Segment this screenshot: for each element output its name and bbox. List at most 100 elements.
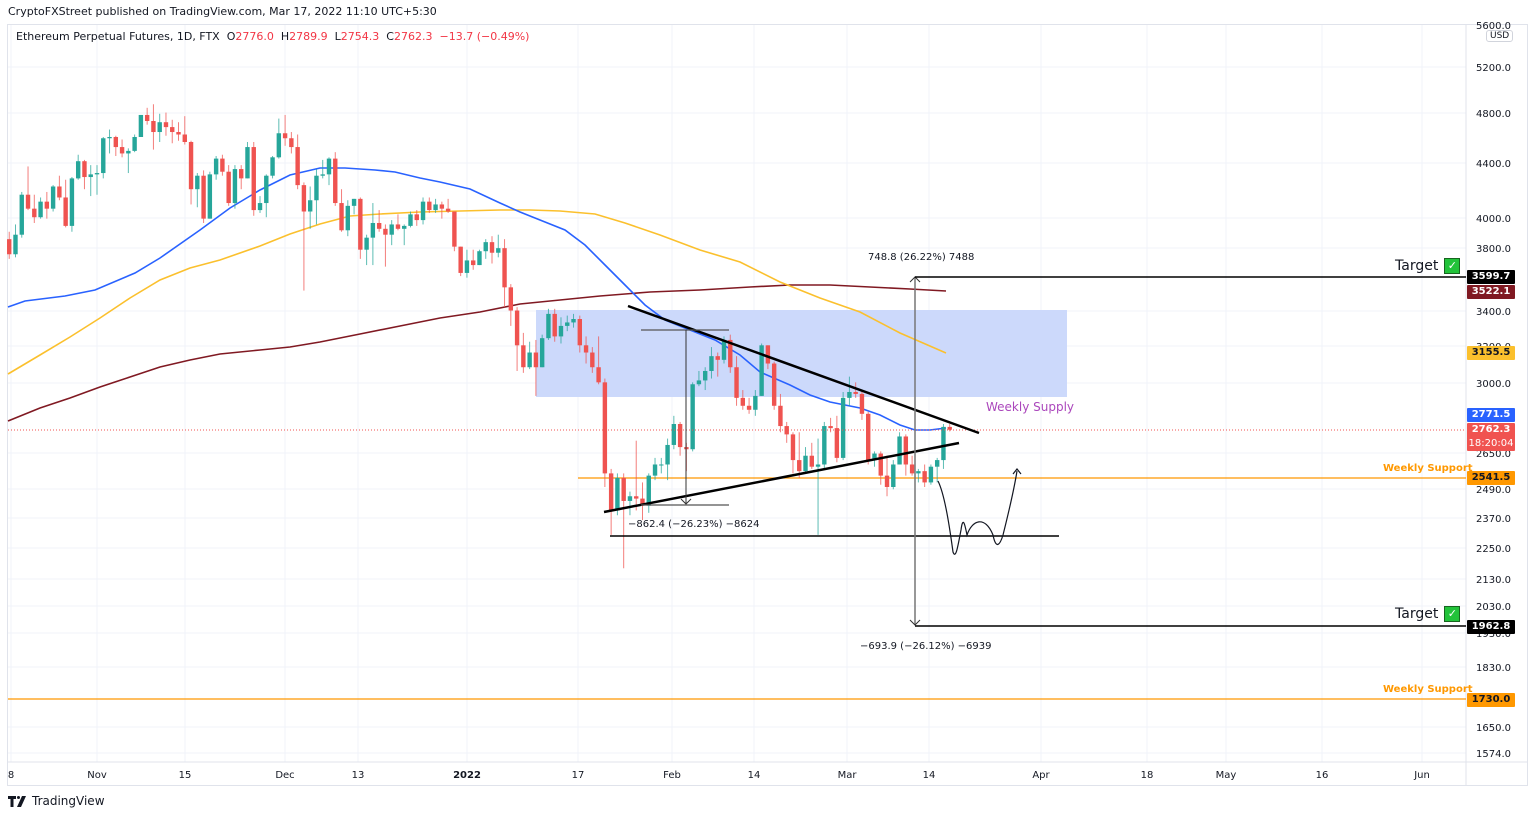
candle	[439, 201, 445, 219]
check-icon: ✓	[1444, 606, 1461, 622]
price-tick: 2130.0	[1476, 575, 1511, 586]
candle	[345, 200, 350, 237]
descending-trendline	[627, 304, 980, 435]
candle	[351, 198, 357, 215]
candle	[702, 367, 708, 391]
candle	[326, 157, 332, 186]
candle	[75, 154, 81, 180]
time-tick: 14	[748, 770, 761, 781]
candle	[922, 464, 927, 487]
candle	[7, 231, 12, 259]
candle	[797, 432, 802, 478]
price-tick: 1830.0	[1476, 663, 1511, 674]
change-value: −13.7 (−0.49%)	[439, 30, 530, 43]
close-value: 2762.3	[393, 30, 433, 43]
candle	[389, 220, 394, 246]
candle	[132, 134, 137, 153]
candle	[477, 249, 482, 266]
candle	[213, 156, 219, 180]
ascending-trendline	[603, 441, 960, 514]
price-tick: 1650.0	[1476, 723, 1511, 734]
candle	[809, 442, 814, 469]
price-tag: 3522.1	[1467, 285, 1515, 299]
candle	[891, 460, 896, 490]
candle	[696, 370, 702, 387]
candle	[778, 393, 783, 433]
candle	[57, 175, 62, 201]
candle	[590, 347, 595, 373]
candle	[251, 142, 256, 216]
candle	[790, 432, 796, 474]
candle	[546, 308, 551, 340]
price-tick: 2250.0	[1476, 544, 1511, 555]
ma50-line	[7, 167, 947, 431]
price-tick: 5600.0	[1476, 21, 1511, 32]
candle	[934, 457, 940, 483]
candle	[376, 210, 382, 232]
price-tag: 1730.0	[1467, 693, 1515, 707]
target-upper-label: Target	[1395, 258, 1439, 274]
weekly-support-label-1: Weekly Support	[1383, 463, 1473, 474]
candle	[527, 341, 532, 370]
time-tick: 16	[1316, 770, 1329, 781]
candle	[514, 307, 520, 371]
candle	[552, 308, 557, 342]
candle	[176, 122, 181, 141]
price-tag: 3599.7	[1467, 270, 1515, 284]
candle	[671, 415, 677, 450]
candle	[583, 336, 589, 364]
candle	[402, 224, 407, 246]
candle	[364, 234, 369, 266]
candle	[226, 165, 231, 206]
currency-badge[interactable]: USD	[1486, 30, 1514, 42]
candle	[621, 473, 626, 569]
candle	[853, 382, 858, 398]
price-tag: 1962.8	[1467, 620, 1515, 634]
candle	[634, 440, 639, 511]
low-label: L	[334, 30, 341, 43]
candle	[489, 236, 495, 264]
candle	[276, 118, 282, 159]
projected-path	[937, 470, 1018, 555]
candle	[608, 468, 614, 535]
target-lower: Target ✓	[1395, 606, 1461, 622]
candle	[295, 134, 300, 190]
candle	[840, 391, 846, 461]
candle	[928, 464, 934, 485]
close-label: C	[386, 30, 394, 43]
time-tick: 14	[923, 770, 936, 781]
price-tag: 2541.5	[1467, 471, 1515, 485]
candle	[163, 112, 169, 136]
candle	[32, 194, 37, 223]
candle	[859, 390, 865, 420]
candle	[866, 411, 871, 465]
candle	[677, 421, 683, 456]
tradingview-brand: TradingView	[32, 794, 105, 808]
candle	[884, 455, 890, 497]
time-tick: May	[1216, 770, 1237, 781]
candle	[746, 397, 752, 414]
candle	[207, 171, 213, 219]
weekly-supply-label: Weekly Supply	[986, 400, 1075, 414]
chart-frame[interactable]	[7, 24, 1528, 786]
candle	[119, 139, 125, 158]
candle	[640, 482, 645, 521]
tradingview-logo[interactable]: TradingView	[8, 794, 105, 808]
candle	[496, 234, 501, 258]
candle	[947, 424, 952, 432]
candle	[239, 165, 244, 190]
candle	[627, 491, 633, 516]
candle	[282, 114, 288, 146]
measure-flag-label: −862.4 (−26.23%) −8624	[628, 519, 760, 530]
weekly-support-label-2: Weekly Support	[1383, 684, 1473, 695]
candle	[144, 107, 150, 125]
candle	[44, 191, 50, 219]
candle	[232, 165, 238, 209]
candle	[753, 390, 758, 416]
candle	[188, 140, 194, 205]
candle	[533, 339, 539, 396]
price-tick: 3800.0	[1476, 244, 1511, 255]
symbol-legend: Ethereum Perpetual Futures, 1D, FTX O277…	[16, 30, 529, 43]
price-tick: 5200.0	[1476, 63, 1511, 74]
